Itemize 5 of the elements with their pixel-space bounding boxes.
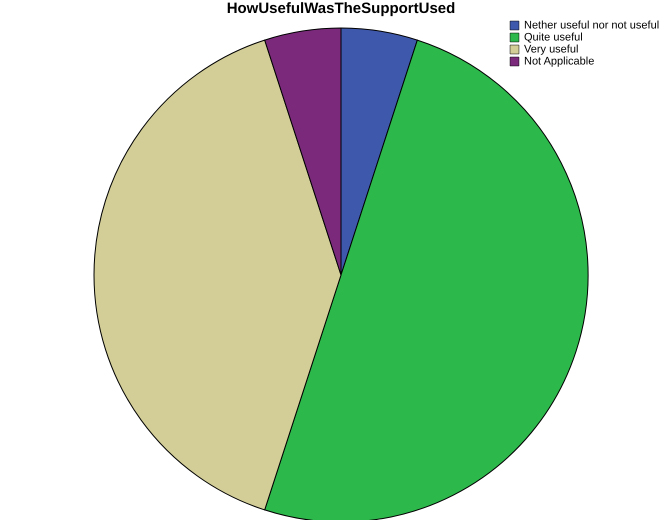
legend-label: Not Applicable bbox=[524, 56, 594, 68]
legend-label: Quite useful bbox=[524, 32, 583, 44]
chart-title: HowUsefulWasTheSupportUsed bbox=[226, 0, 456, 17]
legend-label: Nether useful nor not useful bbox=[524, 20, 660, 32]
legend-label: Very useful bbox=[524, 44, 578, 56]
